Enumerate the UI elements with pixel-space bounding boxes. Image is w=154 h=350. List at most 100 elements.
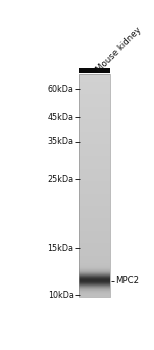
Bar (79, 130, 110, 131)
Bar (79, 156, 110, 157)
Bar (79, 190, 110, 191)
Bar (79, 197, 110, 198)
Bar (79, 172, 110, 173)
Bar (79, 238, 110, 239)
Bar (79, 281, 110, 282)
Bar (79, 101, 110, 102)
Bar (79, 219, 110, 220)
Bar (79, 256, 110, 257)
Bar (79, 170, 110, 172)
Bar (79, 260, 110, 262)
Bar (79, 256, 110, 257)
Bar (79, 247, 110, 248)
Bar (79, 204, 110, 205)
Bar (79, 119, 110, 120)
Bar (79, 248, 110, 250)
Bar (79, 166, 110, 167)
Bar (79, 142, 110, 143)
Bar (79, 181, 110, 182)
Bar (79, 98, 110, 99)
Bar (79, 201, 110, 202)
Bar (79, 220, 110, 221)
Bar (79, 227, 110, 228)
Bar (79, 83, 110, 84)
Bar (79, 127, 110, 128)
Bar (79, 262, 110, 263)
Bar (79, 96, 110, 97)
Bar (79, 79, 110, 80)
Bar (79, 184, 110, 185)
Bar (79, 226, 110, 227)
Bar (79, 134, 110, 135)
Bar (79, 141, 110, 142)
Bar (79, 155, 110, 156)
Bar (79, 120, 110, 121)
Bar (79, 253, 110, 254)
Bar (79, 270, 110, 271)
Bar (79, 218, 110, 219)
Bar (79, 83, 110, 84)
Bar (79, 104, 110, 105)
Bar (79, 239, 110, 240)
Bar (79, 114, 110, 115)
Bar (79, 150, 110, 151)
Bar (79, 217, 110, 218)
Bar (79, 123, 110, 124)
Bar (79, 213, 110, 215)
Bar (79, 187, 110, 188)
Bar (79, 234, 110, 236)
Bar (79, 266, 110, 267)
Bar (79, 205, 110, 206)
Bar (79, 124, 110, 125)
Bar (79, 271, 110, 272)
Bar (79, 88, 110, 89)
Bar (79, 154, 110, 155)
Bar (79, 139, 110, 140)
Bar (79, 248, 110, 249)
Bar (79, 225, 110, 227)
Bar (79, 176, 110, 177)
Bar (79, 76, 110, 77)
Bar (79, 173, 110, 174)
Bar (79, 138, 110, 139)
Bar (79, 102, 110, 103)
Bar (79, 188, 110, 189)
Bar (79, 118, 110, 119)
Bar (79, 136, 110, 138)
Bar (79, 267, 110, 268)
Bar (79, 131, 110, 132)
Bar (79, 152, 110, 153)
Bar (79, 233, 110, 234)
Bar (79, 209, 110, 210)
Bar (79, 138, 110, 139)
Bar (79, 173, 110, 174)
Bar (79, 232, 110, 233)
Bar (79, 279, 110, 280)
Bar (79, 166, 110, 167)
Bar (79, 296, 110, 297)
Bar (79, 214, 110, 215)
Bar (79, 85, 110, 86)
Bar (79, 235, 110, 236)
Bar (79, 107, 110, 108)
Bar (79, 179, 110, 180)
Bar (79, 150, 110, 152)
Bar (79, 287, 110, 288)
Bar (79, 194, 110, 195)
Bar (79, 268, 110, 269)
Bar (79, 123, 110, 124)
Bar (79, 286, 110, 287)
Bar (79, 289, 110, 290)
Bar (79, 225, 110, 226)
Bar (79, 266, 110, 267)
Bar (79, 102, 110, 103)
Bar (79, 161, 110, 162)
Bar (79, 224, 110, 225)
Bar (79, 196, 110, 197)
Bar (79, 145, 110, 146)
Bar (79, 185, 110, 186)
Bar (79, 154, 110, 155)
Bar (79, 159, 110, 161)
Bar (79, 183, 110, 184)
Bar (79, 82, 110, 83)
